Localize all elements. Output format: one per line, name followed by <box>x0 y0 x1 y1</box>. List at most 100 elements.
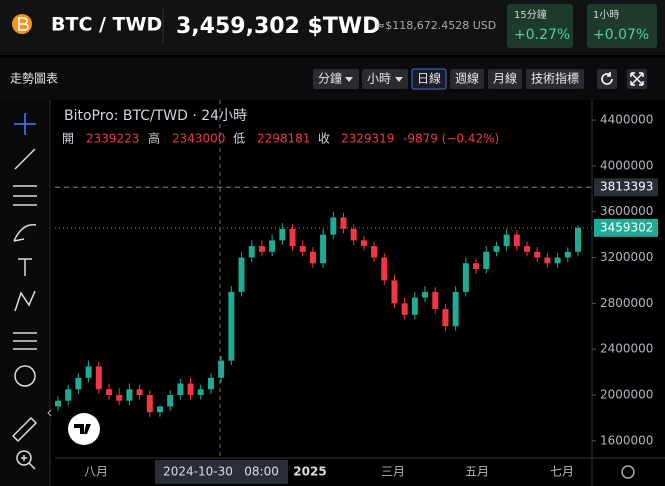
candle-body <box>330 217 337 235</box>
plot-area <box>55 100 592 458</box>
fullscreen-icon <box>630 72 644 86</box>
candle-body <box>279 228 286 241</box>
candle-body <box>462 263 469 292</box>
ohlc-value: 2343000 <box>172 132 225 146</box>
candle-body <box>238 257 245 292</box>
tool-sidebar <box>0 100 50 486</box>
button-label: 週線 <box>455 71 479 86</box>
candle-body <box>452 291 459 327</box>
y-tick-label: 4000000 <box>600 158 653 172</box>
candle-body <box>309 251 316 264</box>
change-label: 15分鐘 <box>514 8 547 21</box>
candle-body <box>248 246 255 258</box>
refresh-icon <box>601 72 613 85</box>
zoom-tool[interactable] <box>16 450 32 466</box>
x-tick-label: 2025 <box>293 465 326 479</box>
candle-body <box>105 389 112 395</box>
candle-body <box>371 246 378 258</box>
ohlc-value: 2298181 <box>257 132 310 146</box>
ohlc-value: 2339223 <box>86 132 139 146</box>
text-tool[interactable] <box>18 258 32 276</box>
change-value: +0.07% <box>593 27 649 43</box>
candle-body <box>228 291 235 361</box>
button[interactable] <box>411 68 447 90</box>
ohlc-label: 收 <box>318 132 330 146</box>
x-tick-label: 八月 <box>84 465 108 479</box>
candle-body <box>197 389 204 395</box>
fib-tool[interactable] <box>13 185 37 206</box>
candle-body <box>524 246 531 252</box>
high-label: 3813393 <box>600 180 653 194</box>
candle-body <box>299 246 306 252</box>
prediction-tool[interactable] <box>13 332 37 350</box>
y-tick-label: 3600000 <box>600 204 653 218</box>
y-tick-label: 2800000 <box>600 296 653 310</box>
candle-body <box>503 234 510 247</box>
change-box <box>507 4 573 48</box>
ohlc-legend: 開 2339223 高 2343000 低 2298181 收 2329319 … <box>62 131 499 146</box>
ruler-tool[interactable] <box>11 416 38 443</box>
candle-body <box>391 280 398 304</box>
change-value: +0.27% <box>514 27 570 43</box>
candle-body <box>146 394 153 413</box>
crosshair-tool[interactable] <box>14 113 36 135</box>
candle-body <box>381 257 388 281</box>
candle-body <box>493 246 500 252</box>
candle-body <box>85 366 92 378</box>
usd-price: ≈$118,672.4528 USD <box>376 19 496 32</box>
change-label: 1小時 <box>593 9 619 21</box>
candle-body <box>258 246 265 252</box>
button[interactable] <box>450 69 484 89</box>
candle-body <box>320 234 327 264</box>
candle-body <box>360 240 367 247</box>
candles <box>55 211 581 417</box>
brush-tool[interactable] <box>13 224 37 242</box>
candle-body <box>544 257 551 264</box>
candle-body <box>207 377 214 390</box>
candle-body <box>483 251 490 269</box>
y-tick-label: 3200000 <box>600 250 653 264</box>
time-axis: 八月 2024-10-30 08:00 2025 三月 五月 七月 <box>84 460 574 484</box>
settings-button[interactable] <box>621 465 635 479</box>
candle-body <box>442 309 449 327</box>
btc-icon-glyph <box>18 17 29 31</box>
emoji-tool[interactable] <box>14 365 36 387</box>
crosshair-time-box <box>155 460 288 484</box>
chart-title: BitoPro: BTC/TWD · 24小時 <box>64 108 247 124</box>
refresh-button[interactable] <box>597 69 617 89</box>
button[interactable] <box>362 69 408 89</box>
x-tick-label: 五月 <box>465 465 489 479</box>
y-tick-label: 2400000 <box>600 342 653 356</box>
toolbar-buttons: 分鐘 小時 日線 週線 月線 技術指標 <box>313 68 647 90</box>
candle-body <box>473 263 480 269</box>
button-label: 分鐘 <box>318 71 342 86</box>
candle-body <box>167 394 174 407</box>
change-value: -9879 (−0.42%) <box>403 132 499 146</box>
line-tool[interactable] <box>14 148 36 170</box>
pattern-tool[interactable] <box>14 290 36 312</box>
high-label-box <box>594 178 658 197</box>
button[interactable] <box>313 69 359 89</box>
ohlc-label: 低 <box>233 132 245 146</box>
zoom-icon <box>21 455 36 470</box>
button[interactable] <box>526 69 584 89</box>
ohlc-label: 開 <box>62 132 74 146</box>
collapse-arrow[interactable] <box>47 409 52 417</box>
tv-logo-glyph <box>74 424 91 434</box>
ohlc-value: 2329319 <box>341 132 394 146</box>
candle-body <box>411 297 418 315</box>
candle-body <box>564 251 571 258</box>
button-label: 日線 <box>417 71 441 86</box>
x-tick-label: 七月 <box>550 465 574 479</box>
candle-body <box>65 389 72 401</box>
button-label: 技術指標 <box>531 71 579 86</box>
button[interactable] <box>488 69 522 89</box>
last-price-box <box>594 218 658 237</box>
candle-body <box>401 303 408 315</box>
candle-body <box>75 377 82 390</box>
crosshair-time: 2024-10-30 08:00 <box>163 465 279 479</box>
last-price-label: 3459302 <box>600 220 653 234</box>
candle-body <box>116 394 123 401</box>
